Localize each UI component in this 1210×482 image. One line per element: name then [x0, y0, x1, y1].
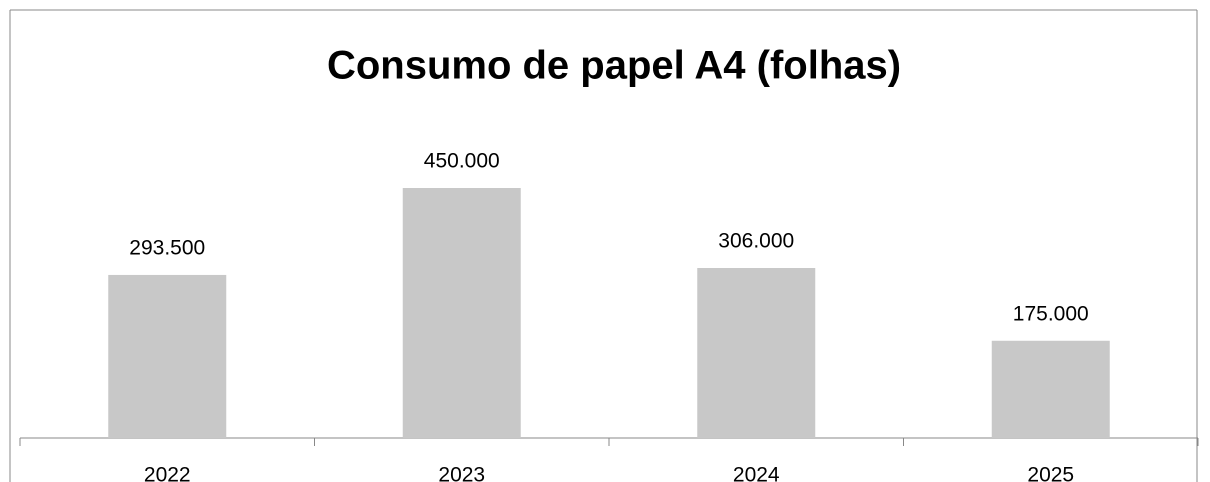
data-label: 306.000: [718, 230, 794, 253]
x-tick-label: 2022: [144, 464, 191, 482]
bar: [108, 274, 227, 438]
bar: [991, 340, 1110, 438]
data-label: 450.000: [424, 150, 500, 173]
chart-title: Consumo de papel A4 (folhas): [327, 44, 901, 88]
data-label: 293.500: [129, 236, 205, 259]
x-tick-label: 2023: [438, 464, 485, 482]
data-label: 175.000: [1013, 302, 1089, 325]
x-tick-label: 2024: [733, 464, 780, 482]
bar: [402, 188, 521, 438]
bar: [697, 268, 816, 438]
x-tick-label: 2025: [1027, 464, 1074, 482]
